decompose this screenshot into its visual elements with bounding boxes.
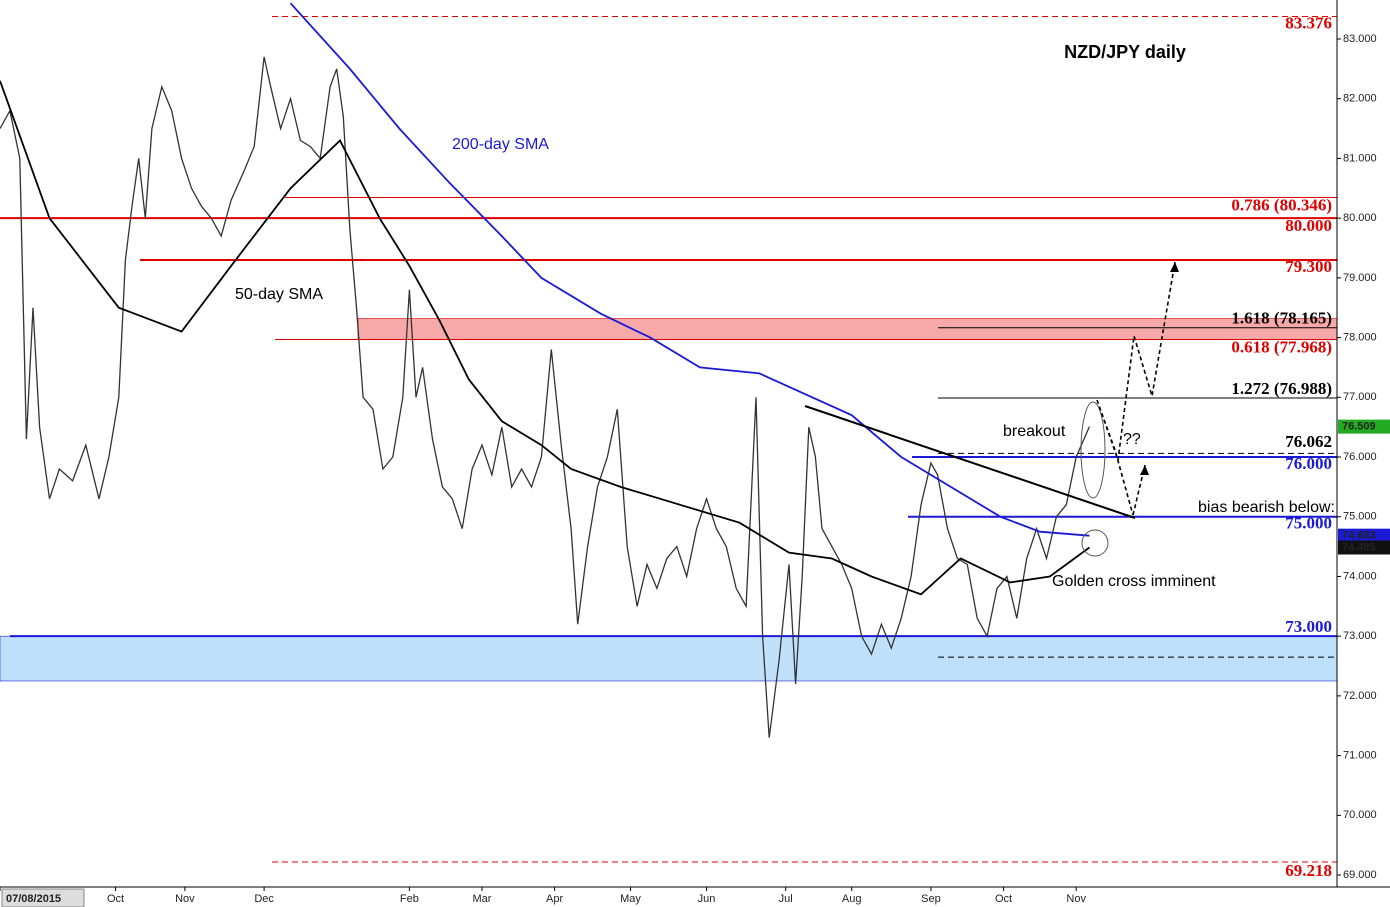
level-label: 1.272 (76.988) [1231,379,1332,398]
annotation: ?? [1123,431,1141,448]
y-tick-label: 72.000 [1343,690,1377,702]
x-tick-label: Aug [842,893,862,905]
zone [0,635,1338,682]
y-tick-label: 79.000 [1343,272,1377,284]
zone [357,318,1338,340]
series-line [0,56,1090,738]
y-tick-label: 74.000 [1343,570,1377,582]
level-label: 80.000 [1285,216,1332,235]
y-tick-label: 78.000 [1343,331,1377,343]
level-label: 69.218 [1285,861,1332,880]
price-tag [1338,419,1390,434]
x-tick-label: Feb [400,893,419,905]
y-tick-label: 83.000 [1343,33,1377,45]
level-label: 76.062 [1285,432,1332,451]
y-tick-label: 70.000 [1343,809,1377,821]
price-tag [1338,528,1390,543]
scenario-arrows [1096,261,1176,516]
annotation: 200-day SMA [452,136,549,153]
level-label: 0.786 (80.346) [1231,195,1332,214]
x-tick-box [1,888,85,907]
level-label: 75.000 [1285,514,1332,533]
y-tick-label: 81.000 [1343,152,1377,164]
x-tick-label: Dec [254,893,274,905]
trend-line [804,405,1136,519]
price-tag-label: 74.485 [1342,541,1376,553]
x-tick-label: 07/08/2015 [6,893,61,905]
level-label: 83.376 [1285,13,1332,32]
x-tick-label: Oct [995,893,1012,905]
x-tick-label: Sep [921,893,941,905]
chart-title: NZD/JPY daily [1064,42,1186,62]
annotation: bias bearish below: [1198,499,1335,516]
y-tick-label: 77.000 [1343,391,1377,403]
level-label: 76.000 [1285,454,1332,473]
annotation: 50-day SMA [235,286,323,303]
level-label: 1.618 (78.165) [1231,309,1332,328]
level-label: 79.300 [1285,257,1332,276]
y-tick-label: 71.000 [1343,750,1377,762]
annotation: breakout [1003,423,1066,440]
breakout-ellipse [1080,401,1106,499]
x-tick-label: Nov [1066,893,1086,905]
y-tick-label: 80.000 [1343,212,1377,224]
price-tag-label: 74.683 [1342,530,1376,542]
y-tick-label: 76.000 [1343,451,1377,463]
y-tick-label: 69.000 [1343,869,1377,881]
series-line [0,80,1090,596]
y-tick-label: 75.000 [1343,511,1377,523]
x-tick-label: Nov [175,893,195,905]
x-tick-label: Apr [546,893,563,905]
x-tick-label: May [620,893,641,905]
price-tag-label: 76.509 [1342,421,1376,433]
plot [0,2,1090,738]
x-tick-label: Oct [107,893,124,905]
level-label: 0.618 (77.968) [1231,337,1332,356]
y-tick-label: 73.000 [1343,630,1377,642]
axes: 69.000 70.000 71.000 72.000 73.000 74.000 75.0… [0,33,1390,907]
annotation: Golden cross imminent [1052,573,1216,590]
x-tick-label: Mar [473,893,492,905]
series-line [289,2,1090,537]
levels: 83.376 0.786 (80.346) 80.000 79.300 1.618 (7… [0,13,1337,880]
price-tag [1338,540,1390,555]
x-tick-label: Jul [779,893,793,905]
level-label: 73.000 [1285,617,1332,636]
cross-circle [1081,529,1109,557]
x-tick-label: Jun [698,893,716,905]
y-tick-label: 82.000 [1343,93,1377,105]
